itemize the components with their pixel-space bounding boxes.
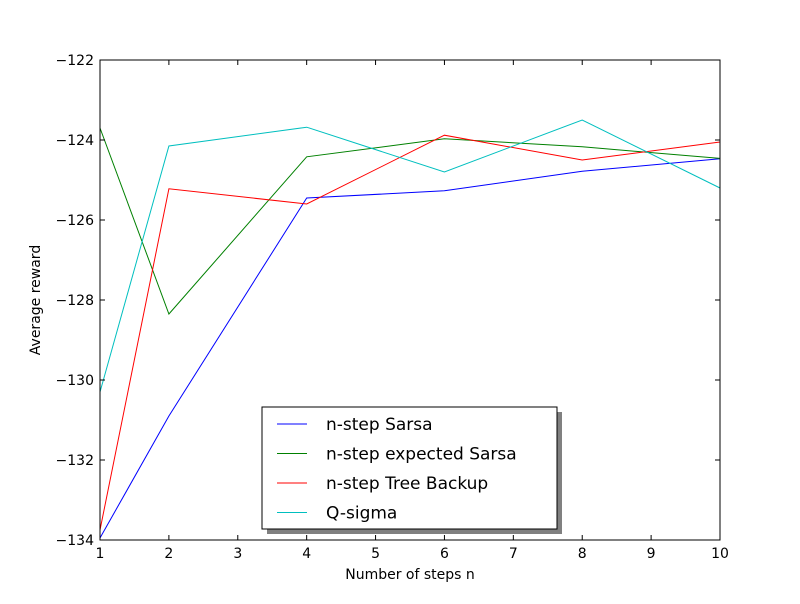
x-tick-label: 9 [647, 546, 656, 562]
legend-label: n-step expected Sarsa [326, 445, 517, 465]
legend-label: n-step Tree Backup [326, 474, 488, 494]
legend-box [261, 406, 558, 530]
x-tick-label: 4 [302, 546, 311, 562]
legend: n-step Sarsa n-step expected Sarsa n-step … [261, 406, 562, 534]
y-axis-label: Average reward [28, 245, 44, 355]
x-tick-label: 8 [578, 546, 587, 562]
x-tick-label: 6 [440, 546, 449, 562]
x-tick-label: 7 [509, 546, 518, 562]
x-tick-label: 10 [711, 546, 729, 562]
x-tick-label: 1 [96, 546, 105, 562]
y-tick-label: −124 [56, 133, 95, 149]
legend-label: n-step Sarsa [326, 415, 433, 435]
series-line-4 [99, 119, 721, 393]
legend-label: Q-sigma [326, 504, 397, 524]
y-tick-label: −130 [56, 373, 94, 389]
x-axis-label: Number of steps n [345, 567, 475, 583]
y-tick-label: −132 [56, 453, 94, 469]
y-tick-label: −126 [56, 213, 95, 229]
y-axis-ticks: −134 −132 −130 −128 −126 −124 −122 [56, 53, 720, 549]
series-line-2 [99, 127, 721, 315]
legend-entries: n-step Sarsa n-step expected Sarsa n-step … [277, 415, 517, 524]
plot-lines [99, 119, 721, 539]
x-tick-label: 5 [371, 546, 380, 562]
y-tick-label: −134 [56, 533, 95, 549]
series-line-1 [99, 158, 721, 539]
series-line-3 [99, 134, 721, 531]
y-tick-label: −128 [56, 293, 94, 309]
x-tick-label: 2 [164, 546, 173, 562]
x-tick-label: 3 [233, 546, 242, 562]
x-axis-ticks: 1 2 3 4 5 6 7 8 9 10 [96, 60, 729, 562]
y-tick-label: −122 [56, 53, 94, 69]
